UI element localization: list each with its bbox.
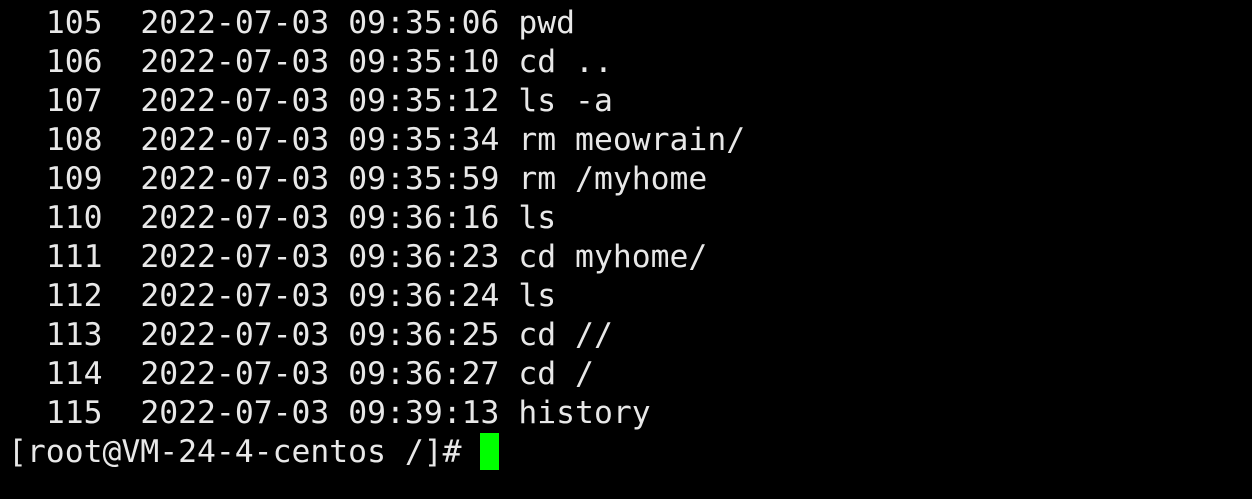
history-command: ls xyxy=(518,200,557,236)
history-line: 109 2022-07-03 09:35:59 rm /myhome xyxy=(8,160,745,199)
history-date: 2022-07-03 xyxy=(140,5,330,41)
history-command: ls xyxy=(518,278,557,314)
history-number: 112 xyxy=(45,278,103,314)
prompt-line[interactable]: [root@VM-24-4-centos /]# xyxy=(8,433,745,472)
history-command: cd // xyxy=(518,317,613,353)
history-command: pwd xyxy=(518,5,576,41)
history-number: 110 xyxy=(45,200,103,236)
history-line: 112 2022-07-03 09:36:24 ls xyxy=(8,277,745,316)
history-time: 09:36:25 xyxy=(348,317,500,353)
history-number: 109 xyxy=(45,161,103,197)
history-number: 111 xyxy=(45,239,103,275)
history-time: 09:36:16 xyxy=(348,200,500,236)
history-date: 2022-07-03 xyxy=(140,239,330,275)
history-date: 2022-07-03 xyxy=(140,44,330,80)
shell-prompt: [root@VM-24-4-centos /]# xyxy=(8,434,481,470)
history-number: 113 xyxy=(45,317,103,353)
history-line: 115 2022-07-03 09:39:13 history xyxy=(8,394,745,433)
history-line: 111 2022-07-03 09:36:23 cd myhome/ xyxy=(8,238,745,277)
history-time: 09:36:23 xyxy=(348,239,500,275)
history-time: 09:36:24 xyxy=(348,278,500,314)
history-command: cd .. xyxy=(518,44,613,80)
history-time: 09:35:34 xyxy=(348,122,500,158)
history-date: 2022-07-03 xyxy=(140,161,330,197)
cursor-block xyxy=(480,433,500,470)
history-date: 2022-07-03 xyxy=(140,200,330,236)
history-line: 108 2022-07-03 09:35:34 rm meowrain/ xyxy=(8,121,745,160)
history-time: 09:35:10 xyxy=(348,44,500,80)
history-line: 114 2022-07-03 09:36:27 cd / xyxy=(8,355,745,394)
history-time: 09:35:12 xyxy=(348,83,500,119)
history-date: 2022-07-03 xyxy=(140,122,330,158)
history-date: 2022-07-03 xyxy=(140,278,330,314)
history-command: cd / xyxy=(518,356,594,392)
history-time: 09:35:06 xyxy=(348,5,500,41)
history-number: 105 xyxy=(45,5,103,41)
history-line: 106 2022-07-03 09:35:10 cd .. xyxy=(8,43,745,82)
terminal-output[interactable]: 105 2022-07-03 09:35:06 pwd 106 2022-07-… xyxy=(8,4,745,472)
history-command: history xyxy=(518,395,651,431)
history-command: cd myhome/ xyxy=(518,239,708,275)
history-line: 105 2022-07-03 09:35:06 pwd xyxy=(8,4,745,43)
history-command: ls -a xyxy=(518,83,613,119)
history-command: rm meowrain/ xyxy=(518,122,746,158)
history-date: 2022-07-03 xyxy=(140,317,330,353)
history-number: 107 xyxy=(45,83,103,119)
history-date: 2022-07-03 xyxy=(140,83,330,119)
history-number: 106 xyxy=(45,44,103,80)
history-date: 2022-07-03 xyxy=(140,356,330,392)
history-number: 114 xyxy=(45,356,103,392)
history-line: 107 2022-07-03 09:35:12 ls -a xyxy=(8,82,745,121)
history-line: 113 2022-07-03 09:36:25 cd // xyxy=(8,316,745,355)
history-number: 108 xyxy=(45,122,103,158)
history-number: 115 xyxy=(45,395,103,431)
history-command: rm /myhome xyxy=(518,161,708,197)
history-line: 110 2022-07-03 09:36:16 ls xyxy=(8,199,745,238)
history-time: 09:35:59 xyxy=(348,161,500,197)
history-time: 09:39:13 xyxy=(348,395,500,431)
history-date: 2022-07-03 xyxy=(140,395,330,431)
history-time: 09:36:27 xyxy=(348,356,500,392)
